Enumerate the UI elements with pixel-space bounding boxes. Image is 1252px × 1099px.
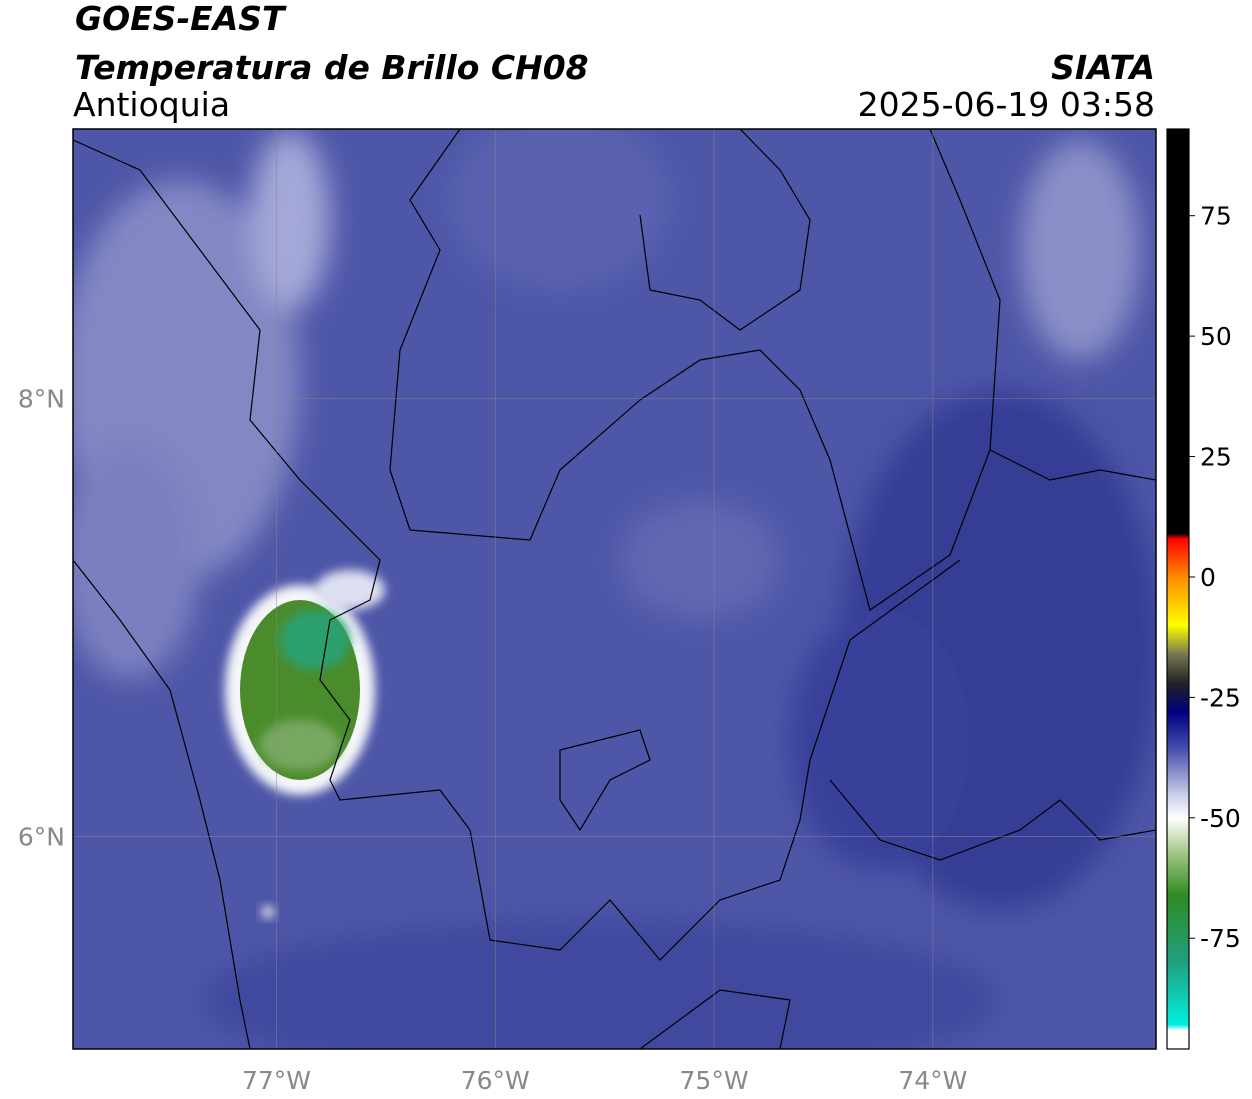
colorbar-tick-label: -25 (1200, 683, 1241, 712)
x-tick-label: 75°W (680, 1066, 749, 1095)
colorbar-segment (1167, 625, 1189, 655)
borders (73, 129, 1156, 1049)
region: Antioquia (73, 85, 230, 124)
timestamp: 2025-06-19 03:58 (858, 85, 1155, 124)
colorbar-tick-label: -75 (1200, 924, 1241, 953)
y-tick-label: 6°N (18, 823, 65, 852)
colorbar-segment (1167, 750, 1189, 795)
colorbar-segment (1167, 851, 1189, 896)
colorbar-tick-label: -50 (1200, 804, 1241, 833)
colorbar-tick-label: 25 (1200, 443, 1232, 472)
colorbar-segment (1167, 1029, 1189, 1050)
colorbar-segment (1167, 962, 1189, 1026)
colorbar-tick-label: 75 (1200, 202, 1232, 231)
colorbar-segment (1167, 538, 1189, 578)
colorbar-segment (1167, 576, 1189, 626)
colorbar-frame (1166, 128, 1190, 1050)
source: SIATA (1051, 48, 1155, 87)
graticule (73, 129, 1156, 1049)
colorbar-tick-label: 0 (1200, 563, 1216, 592)
x-tick-label: 76°W (461, 1066, 530, 1095)
colorbar-segment (1167, 682, 1189, 713)
colorbar-segment (1167, 711, 1189, 751)
subtitle: Temperatura de Brillo CH08 (75, 48, 589, 87)
colorbar: -75 -50 -25 0 25 50 75 (1167, 129, 1241, 1050)
colorbar-segment (1167, 129, 1189, 535)
colorbar-segment (1167, 654, 1189, 684)
colorbar-segment (1167, 894, 1189, 963)
colorbar-tick-label: 50 (1200, 322, 1232, 351)
y-tick-label: 8°N (18, 384, 65, 413)
colorbar-segment (1167, 817, 1189, 853)
x-tick-label: 77°W (242, 1066, 311, 1095)
cloud-texture (73, 129, 1156, 1049)
x-tick-label: 74°W (898, 1066, 967, 1095)
colorbar-segment (1167, 533, 1189, 539)
colorbar-segment (1167, 1024, 1189, 1031)
title: GOES-EAST (75, 0, 287, 38)
colorbar-segment (1167, 793, 1189, 819)
convective-cell (225, 570, 385, 795)
map-frame (72, 128, 1157, 1050)
map-image (73, 129, 1156, 1049)
